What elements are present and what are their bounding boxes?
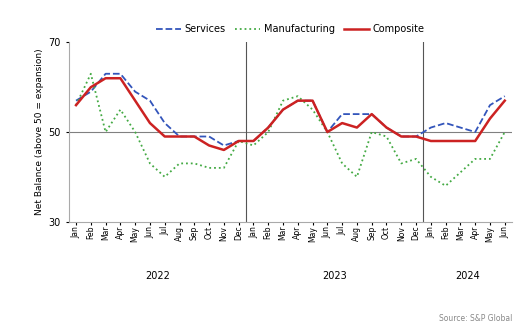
Manufacturing — [235, 139, 242, 143]
Services — [398, 135, 404, 139]
Services — [369, 112, 375, 116]
Manufacturing — [398, 161, 404, 165]
Services — [413, 135, 419, 139]
Manufacturing — [191, 161, 197, 165]
Y-axis label: Net Balance (above 50 = expansion): Net Balance (above 50 = expansion) — [35, 49, 44, 215]
Services — [132, 90, 138, 94]
Text: Source: S&P Global: Source: S&P Global — [439, 314, 512, 323]
Services — [235, 139, 242, 143]
Manufacturing — [354, 175, 360, 179]
Manufacturing — [147, 161, 153, 165]
Manufacturing — [176, 161, 183, 165]
Manufacturing — [442, 184, 449, 188]
Manufacturing — [250, 143, 257, 147]
Services — [383, 126, 390, 129]
Services — [309, 99, 316, 103]
Services — [487, 103, 493, 107]
Composite — [147, 121, 153, 125]
Composite — [324, 130, 331, 134]
Manufacturing — [472, 157, 478, 161]
Line: Composite: Composite — [76, 78, 505, 150]
Manufacturing — [369, 130, 375, 134]
Services — [117, 72, 124, 76]
Services — [176, 135, 183, 139]
Composite — [221, 148, 227, 152]
Manufacturing — [88, 72, 94, 76]
Composite — [457, 139, 464, 143]
Services — [73, 99, 79, 103]
Services — [191, 135, 197, 139]
Manufacturing — [487, 157, 493, 161]
Text: 2023: 2023 — [323, 271, 347, 281]
Services — [250, 139, 257, 143]
Manufacturing — [265, 130, 271, 134]
Services — [428, 126, 434, 129]
Composite — [280, 108, 286, 111]
Services — [354, 112, 360, 116]
Services — [88, 90, 94, 94]
Composite — [369, 112, 375, 116]
Composite — [235, 139, 242, 143]
Manufacturing — [102, 130, 109, 134]
Composite — [102, 76, 109, 80]
Services — [162, 121, 168, 125]
Composite — [191, 135, 197, 139]
Composite — [295, 99, 301, 103]
Composite — [176, 135, 183, 139]
Composite — [487, 117, 493, 121]
Services — [206, 135, 212, 139]
Composite — [162, 135, 168, 139]
Manufacturing — [132, 130, 138, 134]
Manufacturing — [221, 166, 227, 170]
Composite — [339, 121, 345, 125]
Line: Services: Services — [76, 74, 505, 145]
Manufacturing — [73, 103, 79, 107]
Services — [221, 143, 227, 147]
Composite — [88, 85, 94, 89]
Composite — [117, 76, 124, 80]
Services — [324, 130, 331, 134]
Manufacturing — [280, 99, 286, 103]
Manufacturing — [295, 94, 301, 98]
Manufacturing — [428, 175, 434, 179]
Composite — [413, 135, 419, 139]
Services — [147, 99, 153, 103]
Text: 2022: 2022 — [145, 271, 170, 281]
Manufacturing — [457, 170, 464, 174]
Text: 2024: 2024 — [456, 271, 480, 281]
Manufacturing — [502, 130, 508, 134]
Manufacturing — [162, 175, 168, 179]
Composite — [472, 139, 478, 143]
Composite — [428, 139, 434, 143]
Services — [472, 130, 478, 134]
Composite — [250, 139, 257, 143]
Manufacturing — [339, 161, 345, 165]
Manufacturing — [206, 166, 212, 170]
Composite — [309, 99, 316, 103]
Composite — [73, 103, 79, 107]
Manufacturing — [309, 108, 316, 111]
Services — [442, 121, 449, 125]
Services — [102, 72, 109, 76]
Manufacturing — [383, 135, 390, 139]
Services — [280, 108, 286, 111]
Composite — [442, 139, 449, 143]
Composite — [354, 126, 360, 129]
Services — [295, 99, 301, 103]
Manufacturing — [117, 108, 124, 111]
Legend: Services, Manufacturing, Composite: Services, Manufacturing, Composite — [153, 20, 428, 38]
Composite — [383, 126, 390, 129]
Line: Manufacturing: Manufacturing — [76, 74, 505, 186]
Services — [265, 126, 271, 129]
Composite — [265, 126, 271, 129]
Services — [457, 126, 464, 129]
Composite — [398, 135, 404, 139]
Manufacturing — [413, 157, 419, 161]
Services — [339, 112, 345, 116]
Composite — [132, 99, 138, 103]
Manufacturing — [324, 130, 331, 134]
Services — [502, 94, 508, 98]
Composite — [502, 99, 508, 103]
Composite — [206, 143, 212, 147]
